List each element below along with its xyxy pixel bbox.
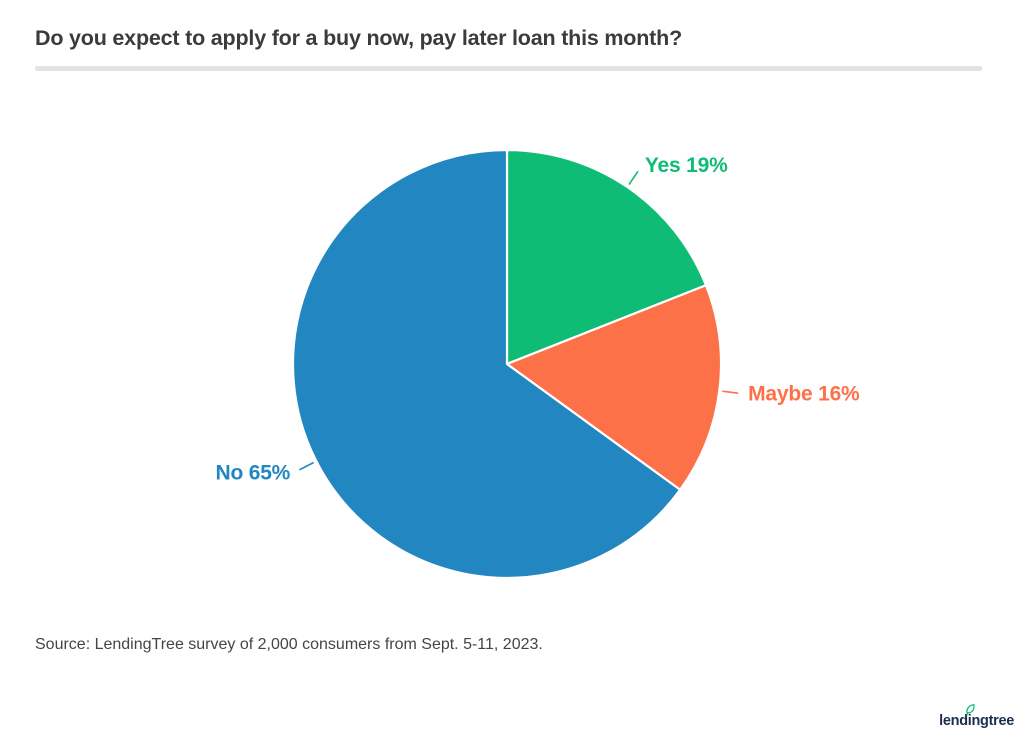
slice-leader-maybe [722, 390, 739, 394]
lendingtree-logo: lendingtree [939, 703, 1014, 738]
slice-label-yes: Yes 19% [645, 154, 728, 177]
logo-text: lendingtree [939, 713, 1014, 729]
slice-label-no: No 65% [215, 461, 290, 484]
slice-label-maybe: Maybe 16% [748, 383, 860, 406]
pie-slice-no [291, 148, 682, 580]
title-divider [35, 66, 982, 71]
source-note: Source: LendingTree survey of 2,000 cons… [35, 636, 543, 653]
chart-title: Do you expect to apply for a buy now, pa… [35, 26, 683, 50]
slice-leader-no [299, 461, 315, 471]
pie-slice-yes [505, 148, 708, 366]
leaf-icon [966, 703, 975, 716]
pie-slice-maybe [505, 284, 723, 491]
slice-leader-yes [628, 170, 639, 185]
